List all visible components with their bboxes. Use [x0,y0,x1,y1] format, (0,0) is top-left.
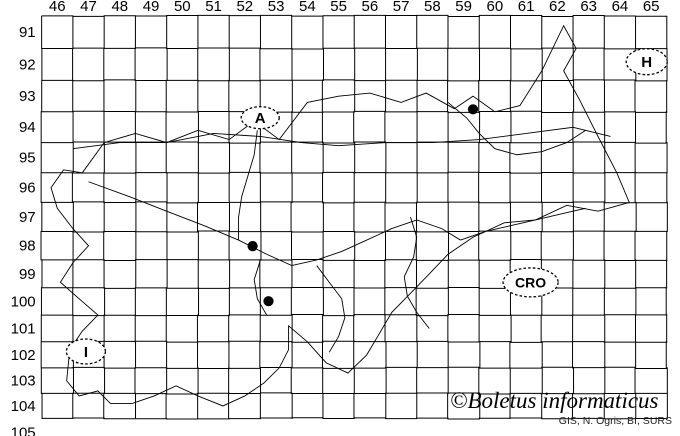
svg-text:47: 47 [80,0,97,15]
svg-text:98: 98 [19,238,36,255]
svg-text:59: 59 [455,0,472,15]
svg-text:95: 95 [19,150,36,167]
svg-text:61: 61 [518,0,535,15]
svg-text:53: 53 [268,0,285,15]
svg-text:91: 91 [19,24,36,41]
svg-text:A: A [255,110,266,127]
svg-text:54: 54 [299,0,316,15]
svg-text:104: 104 [11,398,36,415]
svg-text:64: 64 [612,0,629,15]
svg-text:96: 96 [19,180,36,197]
svg-text:65: 65 [643,0,660,15]
svg-text:57: 57 [393,0,410,15]
svg-text:56: 56 [362,0,379,15]
svg-text:49: 49 [143,0,160,15]
svg-text:50: 50 [174,0,191,15]
svg-text:92: 92 [19,56,36,73]
svg-text:94: 94 [19,119,36,136]
svg-text:103: 103 [11,373,36,390]
svg-text:101: 101 [11,320,36,337]
svg-text:105: 105 [11,424,36,436]
svg-text:102: 102 [11,347,36,364]
svg-text:99: 99 [19,266,36,283]
svg-text:52: 52 [236,0,253,15]
svg-text:I: I [84,344,88,361]
svg-text:60: 60 [487,0,504,15]
svg-text:51: 51 [205,0,222,15]
svg-text:97: 97 [19,209,36,226]
svg-text:H: H [641,54,652,71]
svg-text:100: 100 [11,293,36,310]
svg-text:63: 63 [580,0,597,15]
svg-text:55: 55 [330,0,347,15]
svg-text:62: 62 [549,0,566,15]
svg-text:58: 58 [424,0,441,15]
svg-text:93: 93 [19,88,36,105]
svg-text:48: 48 [111,0,128,15]
svg-text:46: 46 [49,0,66,15]
svg-text:CRO: CRO [515,274,546,290]
